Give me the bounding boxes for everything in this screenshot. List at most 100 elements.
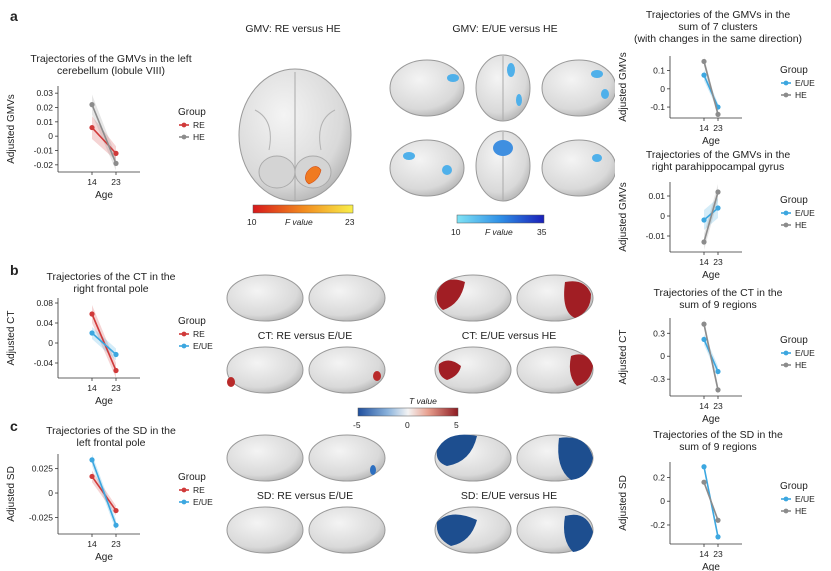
y-tick-label: 0: [660, 211, 665, 221]
data-point: [113, 507, 119, 514]
data-point: [701, 479, 707, 485]
y-tick-label: -0.02: [34, 160, 54, 170]
chart-title-line: Trajectories of the SD in the: [46, 425, 176, 437]
x-tick-label: 23: [713, 549, 723, 559]
legend-swatch-dot: [181, 122, 187, 128]
legend-entry-label: RE: [193, 329, 205, 339]
x-tick-label: 23: [713, 123, 723, 133]
legend-entry-label: E/UE: [795, 494, 815, 504]
colorbar-t-zero: 0: [405, 420, 410, 430]
brain-ventral-view: [238, 68, 352, 202]
colorbar-t-max: 5: [454, 420, 459, 430]
brain-maps: GMV: RE versus HE 10 F value 23 GMV: E/U…: [226, 23, 615, 554]
data-point: [715, 387, 721, 393]
legend-entry-label: E/UE: [193, 497, 213, 507]
data-point: [701, 336, 707, 343]
x-tick-label: 14: [699, 257, 709, 267]
y-tick-label: 0: [48, 338, 53, 348]
series-line-he: [703, 61, 719, 115]
data-point: [701, 464, 707, 470]
x-tick-label: 14: [699, 549, 709, 559]
legend-swatch-dot: [181, 343, 187, 349]
y-axis-label: Adjusted CT: [618, 329, 629, 384]
y-axis-label: Adjusted SD: [618, 475, 629, 531]
legend-swatch-dot: [181, 331, 187, 337]
chart-title-line: (with changes in the same direction): [634, 33, 802, 45]
brain-sd-eue-he: [434, 434, 594, 554]
data-point: [89, 457, 95, 463]
legend-title: Group: [780, 335, 808, 346]
colorbar-f-red-label: F value: [285, 217, 313, 227]
data-point: [701, 72, 707, 78]
data-point: [113, 351, 119, 358]
y-tick-label: -0.1: [650, 102, 665, 112]
data-point: [701, 58, 707, 65]
brain-ct-eue-he: [434, 274, 594, 394]
series-line-re: [91, 127, 117, 154]
legend-title: Group: [780, 65, 808, 76]
brain-ct-re-eue: [226, 274, 386, 394]
y-tick-label: 0: [660, 351, 665, 361]
x-tick-label: 14: [699, 401, 709, 411]
data-point: [89, 124, 95, 131]
x-tick-label: 14: [87, 539, 97, 549]
panel-letter-c: c: [10, 418, 18, 434]
data-point: [89, 102, 95, 108]
series-line-eue: [91, 459, 117, 526]
series-line-re: [91, 313, 117, 371]
legend-swatch-dot: [783, 362, 789, 368]
y-tick-label: 0.3: [653, 328, 665, 338]
legend-title: Group: [178, 472, 206, 483]
chart-title-line: Trajectories of the CT in the: [47, 271, 176, 283]
data-point: [89, 473, 95, 480]
y-tick-label: 0: [660, 496, 665, 506]
legend-swatch-dot: [783, 496, 789, 502]
legend-swatch-dot: [783, 350, 789, 356]
series-line-he: [703, 191, 719, 243]
y-tick-label: 0: [48, 488, 53, 498]
colorbar-t-min: -5: [353, 420, 361, 430]
legend-entry-label: E/UE: [795, 78, 815, 88]
series-line-eue: [91, 332, 117, 356]
chart-title-line: sum of 7 clusters: [678, 21, 757, 33]
data-point: [701, 239, 707, 245]
chart-gmv-left-cerebellum: Trajectories of the GMVs in the leftcere…: [6, 53, 206, 201]
data-point: [715, 534, 721, 540]
colorbar-f-blue-max: 35: [537, 227, 547, 237]
panel-letter-b: b: [10, 262, 19, 278]
colorbar-f-red-min: 10: [247, 217, 257, 227]
y-tick-label: 0.01: [36, 117, 53, 127]
data-point: [715, 368, 721, 375]
chart-title-line: right frontal pole: [73, 283, 148, 295]
y-axis-label: Adjusted GMVs: [618, 52, 629, 121]
chart-title-line: Trajectories of the GMVs in the left: [30, 53, 191, 65]
series-line-he: [703, 323, 719, 391]
y-tick-label: 0.03: [36, 88, 53, 98]
legend-entry-label: RE: [193, 120, 205, 130]
x-axis-label: Age: [702, 136, 720, 146]
series-line-he: [91, 104, 117, 164]
x-axis-label: Age: [702, 562, 720, 571]
data-point: [113, 150, 119, 156]
data-point: [113, 522, 119, 528]
y-tick-label: -0.04: [34, 358, 54, 368]
legend-swatch-dot: [783, 80, 789, 86]
data-point: [89, 330, 95, 336]
colorbar-t-value: [357, 407, 459, 417]
legend-title: Group: [178, 316, 206, 327]
x-axis-label: Age: [702, 270, 720, 281]
legend-entry-label: HE: [193, 132, 205, 142]
series-line-he: [703, 481, 719, 521]
legend-entry-label: HE: [795, 90, 807, 100]
x-axis-label: Age: [95, 552, 113, 563]
legend-swatch-dot: [783, 92, 789, 98]
x-axis-label: Age: [95, 396, 113, 407]
map-title-gmv-eue-he: GMV: E/UE versus HE: [452, 23, 557, 35]
legend-title: Group: [780, 195, 808, 206]
legend-swatch-dot: [181, 134, 187, 140]
y-axis-label: Adjusted CT: [6, 310, 17, 365]
x-tick-label: 23: [713, 401, 723, 411]
